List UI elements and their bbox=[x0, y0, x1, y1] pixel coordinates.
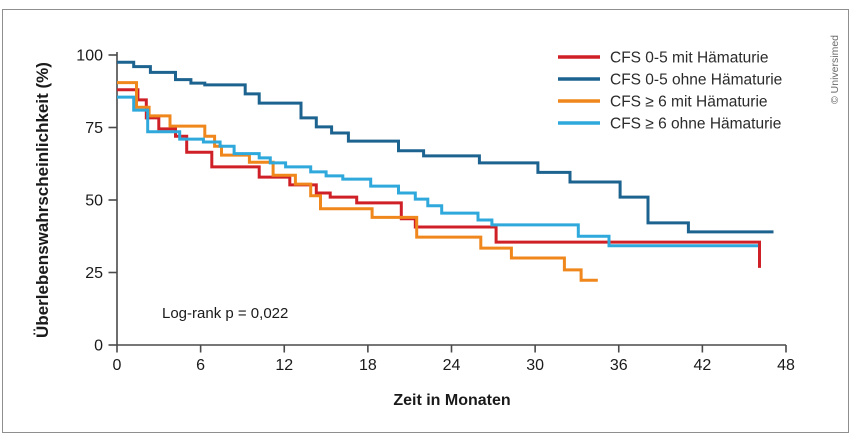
y-axis-title: Überlebenswahrscheinlichkeit (%) bbox=[33, 62, 52, 338]
y-tick-label: 25 bbox=[85, 265, 103, 282]
x-tick-label: 36 bbox=[610, 357, 628, 374]
series-line-2 bbox=[117, 81, 598, 282]
legend-label-1: CFS 0-5 ohne Hämaturie bbox=[610, 72, 782, 89]
x-tick-label: 18 bbox=[359, 357, 377, 374]
x-tick-label: 42 bbox=[693, 357, 711, 374]
figure-border bbox=[2, 9, 849, 433]
x-tick-label: 6 bbox=[196, 357, 205, 374]
y-tick-label: 0 bbox=[94, 338, 103, 355]
axis-tick-labels: 0 6 12 18 24 30 36 42 48 0 25 50 75 100 bbox=[76, 48, 795, 375]
y-tick-label: 50 bbox=[85, 193, 103, 210]
legend-label-3: CFS ≥ 6 ohne Hämaturie bbox=[610, 116, 781, 133]
x-tick-label: 30 bbox=[526, 357, 544, 374]
legend-label-2: CFS ≥ 6 mit Hämaturie bbox=[610, 94, 768, 111]
series-curves bbox=[117, 60, 774, 282]
x-tick-label: 12 bbox=[275, 357, 293, 374]
y-tick-label: 100 bbox=[76, 48, 103, 65]
series-line-1 bbox=[117, 60, 774, 234]
series-line-3 bbox=[117, 95, 759, 248]
x-tick-label: 24 bbox=[443, 357, 461, 374]
y-tick-label: 75 bbox=[85, 120, 103, 137]
x-tick-label: 0 bbox=[113, 357, 122, 374]
legend-label-0: CFS 0-5 mit Hämaturie bbox=[610, 50, 768, 67]
axis-ticks bbox=[108, 54, 787, 353]
copyright-credit: © Universimed bbox=[829, 35, 841, 104]
log-rank-annotation: Log-rank p = 0,022 bbox=[162, 305, 288, 322]
x-axis-title: Zeit in Monaten bbox=[393, 392, 510, 409]
legend: CFS 0-5 mit Hämaturie CFS 0-5 ohne Hämatu… bbox=[558, 50, 782, 133]
axes bbox=[108, 52, 787, 353]
x-tick-label: 48 bbox=[777, 357, 795, 374]
